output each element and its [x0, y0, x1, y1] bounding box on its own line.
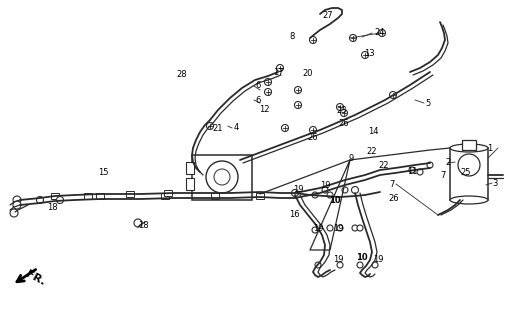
- Text: 23: 23: [336, 106, 347, 115]
- Text: 3: 3: [492, 179, 498, 188]
- Circle shape: [327, 192, 333, 198]
- Text: 2: 2: [445, 157, 450, 166]
- Circle shape: [295, 86, 301, 93]
- Text: 26: 26: [389, 194, 399, 203]
- Circle shape: [336, 103, 344, 110]
- Text: 6: 6: [255, 81, 261, 90]
- Circle shape: [341, 109, 347, 116]
- Circle shape: [352, 225, 358, 231]
- Text: 21: 21: [213, 124, 223, 132]
- Circle shape: [277, 65, 283, 71]
- Ellipse shape: [450, 144, 488, 152]
- Bar: [161, 193, 169, 199]
- Text: 19: 19: [313, 223, 323, 233]
- Circle shape: [206, 123, 214, 130]
- Text: 10: 10: [329, 196, 341, 204]
- Circle shape: [337, 262, 343, 268]
- Text: 1: 1: [488, 143, 493, 153]
- Text: 4: 4: [233, 123, 238, 132]
- Bar: [186, 162, 194, 174]
- Circle shape: [56, 196, 63, 204]
- Circle shape: [13, 196, 21, 204]
- Text: 26: 26: [338, 118, 349, 127]
- Circle shape: [310, 126, 316, 133]
- Text: 19: 19: [333, 255, 343, 265]
- Circle shape: [13, 201, 21, 209]
- Circle shape: [390, 92, 396, 99]
- Text: 17: 17: [272, 68, 283, 76]
- Circle shape: [315, 262, 321, 268]
- Text: 18: 18: [138, 220, 148, 229]
- Circle shape: [342, 187, 348, 193]
- Bar: [51, 193, 59, 199]
- Text: 10: 10: [356, 253, 368, 262]
- Text: 9: 9: [348, 154, 353, 163]
- Text: 6: 6: [255, 95, 261, 105]
- Text: 7: 7: [440, 171, 446, 180]
- Circle shape: [362, 52, 368, 59]
- Text: 19: 19: [293, 185, 303, 194]
- Text: 7: 7: [389, 180, 395, 188]
- Circle shape: [312, 227, 318, 233]
- Bar: [462, 140, 476, 150]
- Text: 5: 5: [425, 99, 431, 108]
- Circle shape: [295, 101, 301, 108]
- Text: FR.: FR.: [24, 269, 46, 287]
- Circle shape: [310, 36, 316, 44]
- Circle shape: [337, 225, 343, 231]
- Circle shape: [349, 35, 357, 42]
- Circle shape: [282, 124, 288, 132]
- Text: 8: 8: [289, 31, 295, 41]
- Text: 16: 16: [288, 210, 299, 219]
- Circle shape: [206, 161, 238, 193]
- Bar: [186, 178, 194, 190]
- Circle shape: [37, 196, 43, 204]
- Text: 22: 22: [379, 161, 389, 170]
- Circle shape: [327, 225, 333, 231]
- Text: 18: 18: [46, 203, 57, 212]
- Circle shape: [312, 192, 318, 198]
- Circle shape: [379, 29, 385, 36]
- Text: 15: 15: [98, 167, 108, 177]
- Text: 19: 19: [333, 223, 343, 233]
- Circle shape: [351, 187, 359, 194]
- Circle shape: [265, 78, 271, 85]
- Text: 12: 12: [259, 105, 269, 114]
- Circle shape: [292, 189, 298, 196]
- Text: 27: 27: [322, 11, 333, 20]
- Circle shape: [357, 225, 363, 231]
- Circle shape: [372, 262, 378, 268]
- Ellipse shape: [450, 196, 488, 204]
- Text: 24: 24: [375, 28, 385, 36]
- Bar: [96, 193, 104, 199]
- Circle shape: [409, 167, 415, 173]
- FancyBboxPatch shape: [192, 155, 252, 200]
- Circle shape: [427, 162, 433, 168]
- Circle shape: [134, 219, 142, 227]
- Circle shape: [357, 262, 363, 268]
- Text: 19: 19: [320, 180, 330, 189]
- Circle shape: [214, 169, 230, 185]
- Text: 14: 14: [368, 126, 378, 135]
- Circle shape: [10, 209, 18, 217]
- Text: 20: 20: [303, 68, 313, 77]
- Bar: [211, 193, 219, 199]
- Ellipse shape: [458, 154, 480, 176]
- Bar: [256, 193, 264, 199]
- Bar: [84, 193, 92, 199]
- Text: 11: 11: [407, 166, 417, 175]
- Text: 13: 13: [364, 49, 374, 58]
- Bar: [450, 148, 488, 200]
- Bar: [164, 190, 172, 196]
- Text: 28: 28: [176, 69, 187, 78]
- Text: 26: 26: [308, 132, 318, 141]
- Circle shape: [322, 187, 328, 193]
- Text: 25: 25: [461, 167, 471, 177]
- Text: 22: 22: [367, 147, 377, 156]
- Circle shape: [417, 169, 423, 175]
- Bar: [126, 191, 134, 197]
- Circle shape: [265, 89, 271, 95]
- Text: 19: 19: [373, 255, 383, 265]
